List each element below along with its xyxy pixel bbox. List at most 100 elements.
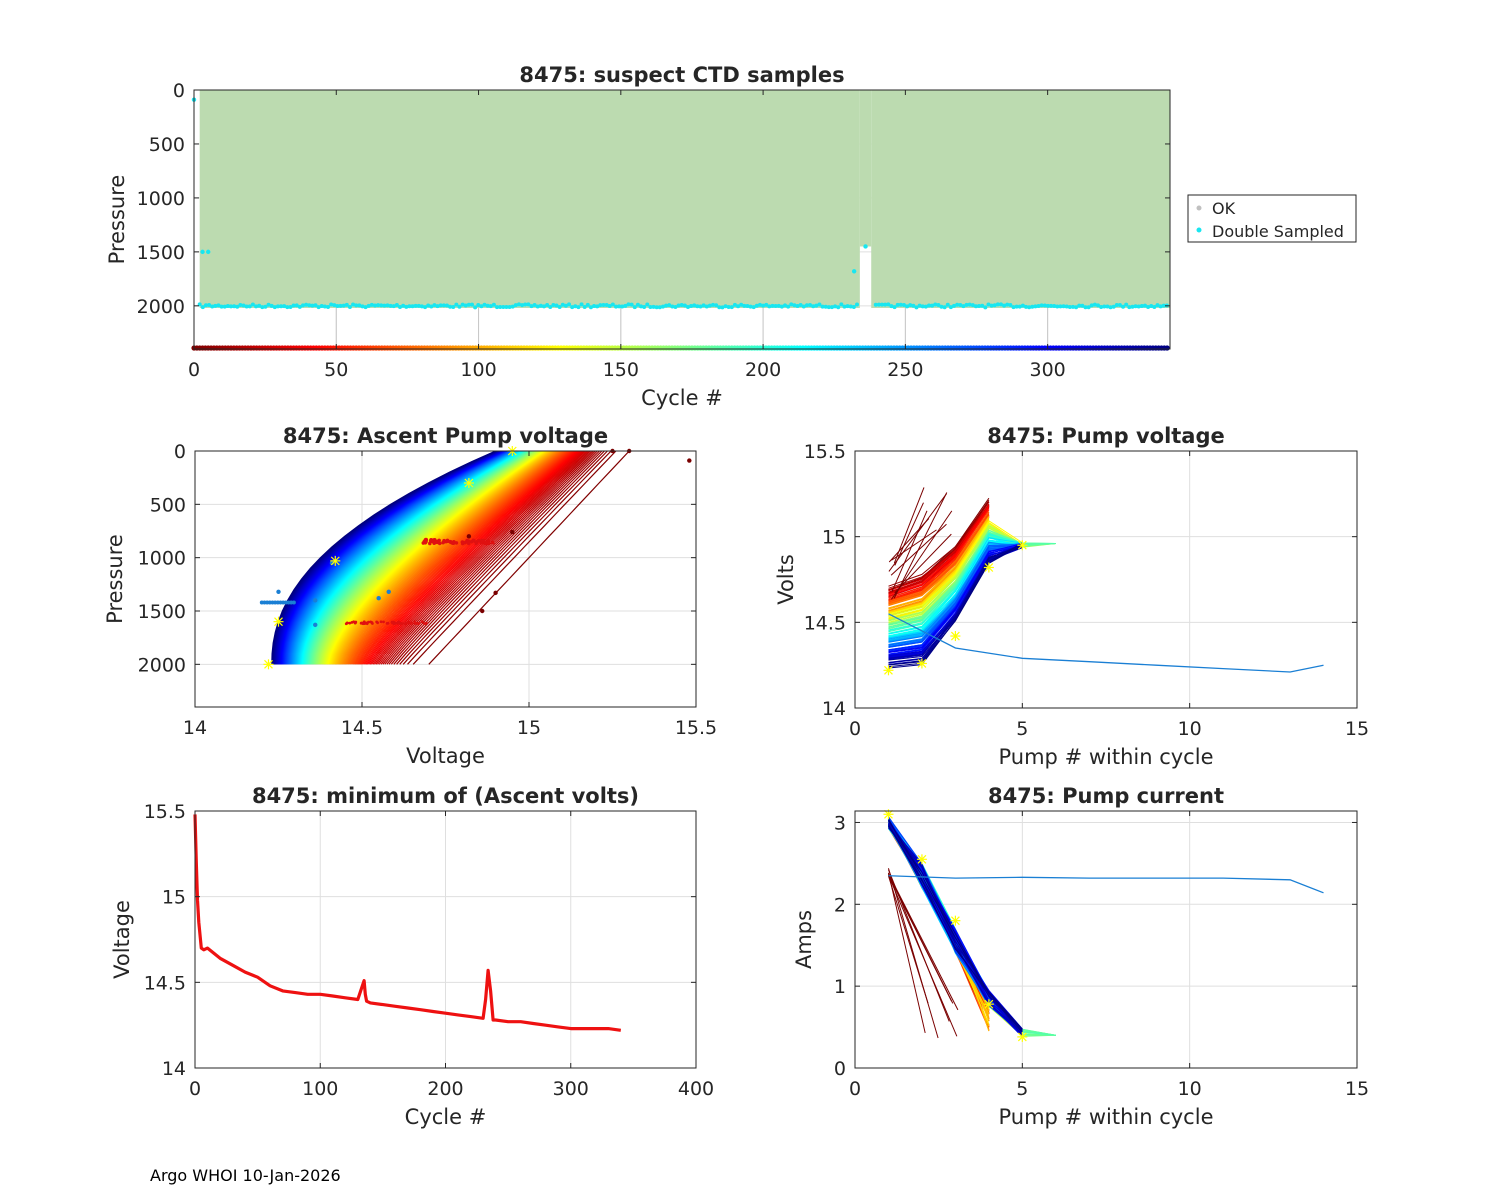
- axes-box: [854, 450, 1358, 709]
- chart-ascent: 14 14.5 15 15.5 0 500 1000 1500 2000 8475: Ascent…: [103, 424, 717, 768]
- pump-voltage-line: [888, 509, 990, 596]
- band-point: [477, 539, 481, 543]
- point-double-sampled: [851, 305, 856, 310]
- point-double-sampled: [748, 304, 753, 309]
- point-double-sampled: [341, 303, 346, 308]
- point-double-sampled: [1099, 304, 1104, 309]
- ticks: [194, 450, 697, 707]
- point-double-sampled: [257, 303, 262, 308]
- axes-box: [193, 89, 1171, 350]
- point-double-sampled: [986, 302, 991, 307]
- profile-line: [351, 450, 565, 665]
- point-double-sampled: [244, 304, 249, 309]
- pump-current-line: [888, 824, 1023, 1032]
- point-double-sampled: [491, 302, 496, 307]
- band-point: [409, 621, 413, 625]
- point-double-sampled: [1002, 303, 1007, 308]
- data-layer: [883, 809, 1324, 1042]
- point-double-sampled: [329, 302, 334, 307]
- x-tick-label: 250: [887, 359, 923, 381]
- x-tick-label: 14.5: [341, 717, 383, 739]
- spur-point: [313, 598, 318, 603]
- point-double-sampled: [1083, 305, 1088, 310]
- ok-region: [871, 90, 1170, 308]
- point-double-sampled: [955, 302, 960, 307]
- y-tick-label: 3: [834, 812, 846, 834]
- point-double-sampled: [241, 303, 246, 308]
- point-double-sampled: [523, 302, 528, 307]
- point-double-sampled: [1049, 303, 1054, 308]
- point-double-sampled: [970, 303, 975, 308]
- band-point: [375, 620, 379, 624]
- profile-line: [372, 450, 583, 665]
- profile-line: [344, 450, 559, 665]
- point-double-sampled: [863, 244, 868, 249]
- plot-area: [855, 811, 1357, 1068]
- point-double-sampled: [516, 302, 521, 307]
- profile-line: [374, 450, 584, 665]
- point-double-sampled: [801, 304, 806, 309]
- chart-title: 8475: Ascent Pump voltage: [283, 424, 608, 448]
- point-double-sampled: [689, 304, 694, 309]
- point-double-sampled: [923, 304, 928, 309]
- x-tick-label: 100: [460, 359, 496, 381]
- point-double-sampled: [795, 303, 800, 308]
- point-double-sampled: [482, 302, 487, 307]
- legend: OK Double Sampled: [1187, 194, 1357, 243]
- pump-voltage-line: [888, 544, 1023, 654]
- point-double-sampled: [410, 304, 415, 309]
- point-double-sampled: [304, 302, 309, 307]
- pump-current-line: [887, 872, 926, 1034]
- profile-line: [360, 450, 573, 665]
- point-double-sampled: [538, 303, 543, 308]
- point-double-sampled: [470, 302, 475, 307]
- point-double-sampled: [529, 304, 534, 309]
- profile-line: [357, 450, 570, 665]
- y-tick-label: 1000: [137, 188, 185, 210]
- profile-line: [393, 450, 600, 665]
- point-double-sampled: [473, 305, 478, 310]
- point-double-sampled: [961, 304, 966, 309]
- point-double-sampled: [394, 303, 399, 308]
- band-point: [413, 620, 416, 624]
- point-double-sampled: [757, 302, 762, 307]
- point-double-sampled: [920, 304, 925, 309]
- point-double-sampled: [601, 303, 606, 308]
- band-point: [491, 540, 495, 545]
- profile-line: [407, 450, 612, 665]
- point-double-sampled: [1149, 304, 1154, 309]
- point-double-sampled: [1130, 304, 1135, 309]
- point-double-sampled: [1055, 304, 1060, 309]
- point-double-sampled: [501, 305, 506, 310]
- point-double-sampled: [338, 303, 343, 308]
- marker-star: [883, 665, 894, 676]
- point-double-sampled: [307, 303, 312, 308]
- y-tick-label: 1000: [138, 548, 186, 570]
- point-double-sampled: [1146, 304, 1151, 309]
- outlier-point: [510, 529, 515, 535]
- band-point: [420, 620, 424, 624]
- point-double-sampled: [936, 303, 941, 308]
- y-axis-label: Pressure: [103, 534, 127, 624]
- band-point: [445, 539, 450, 544]
- band-point: [424, 539, 428, 544]
- y-tick-label: 14.5: [144, 972, 186, 994]
- point-double-sampled: [485, 303, 490, 308]
- point-double-sampled: [206, 249, 211, 255]
- chart-pumpc: 0 5 10 15 0 1 2 3 8475: Pump current Pump # withi…: [792, 784, 1369, 1129]
- x-axis-label: Pump # within cycle: [999, 745, 1214, 769]
- point-double-sampled: [623, 303, 628, 308]
- long-cycle-line: [888, 875, 1324, 894]
- point-double-sampled: [820, 304, 825, 309]
- point-double-sampled: [1014, 304, 1019, 309]
- point-double-sampled: [704, 304, 709, 309]
- point-double-sampled: [942, 305, 947, 310]
- point-double-sampled: [319, 304, 324, 309]
- data-layer: [259, 446, 692, 670]
- marker-star: [916, 854, 927, 865]
- x-tick-label: 14: [183, 717, 207, 739]
- outlier-point: [466, 534, 472, 539]
- point-double-sampled: [263, 304, 268, 309]
- marker-star: [950, 631, 961, 642]
- point-double-sampled: [557, 305, 562, 310]
